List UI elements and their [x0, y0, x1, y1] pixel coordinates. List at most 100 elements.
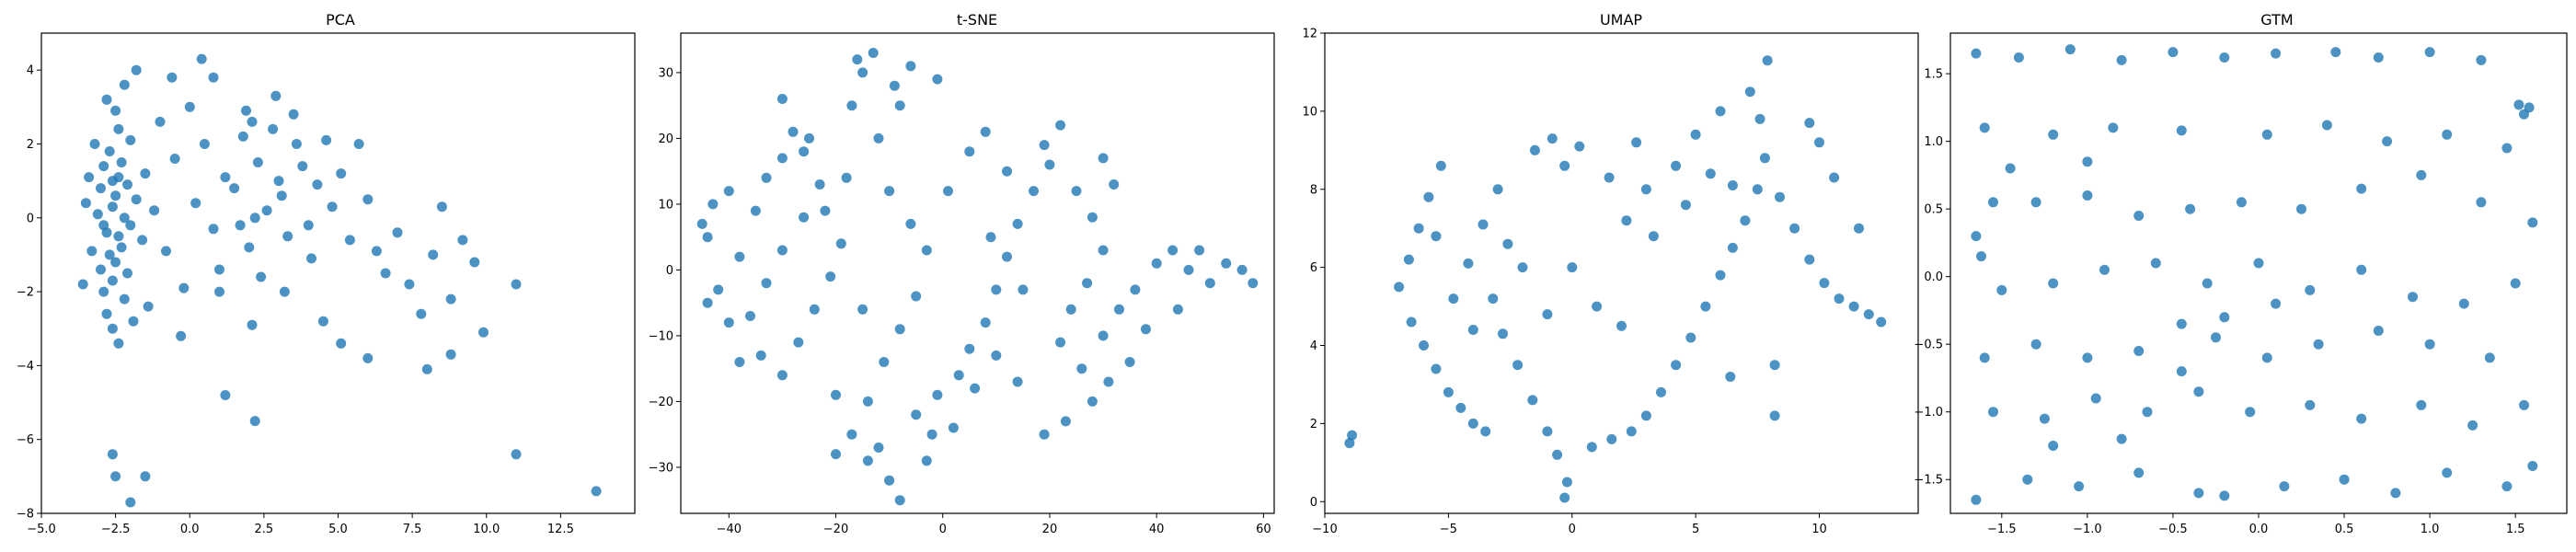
umap-point-18: [1502, 238, 1513, 249]
pca-x-tick-label-0: −5.0: [27, 523, 56, 536]
tsne-x-tick-label-3: 20: [1042, 523, 1058, 536]
umap-chart-title: UMAP: [1600, 11, 1642, 29]
pca-x-tick-label-2: 0.0: [180, 523, 200, 536]
umap-point-73: [1431, 231, 1442, 242]
tsne-point-81: [1060, 416, 1071, 427]
gtm-point-25: [2030, 197, 2041, 208]
pca-point-17: [119, 293, 130, 305]
umap-point-10: [1443, 386, 1454, 397]
tsne-point-88: [964, 146, 975, 157]
pca-point-15: [86, 246, 98, 257]
tsne-point-102: [932, 74, 943, 85]
pca-y-tick-label-6: 4: [27, 64, 34, 78]
gtm-point-15: [2108, 122, 2119, 133]
tsne-point-78: [1124, 357, 1135, 367]
tsne-point-42: [862, 455, 873, 466]
umap-point-8: [1419, 340, 1429, 351]
pca-point-0: [107, 201, 118, 213]
pca-y-tick-label-3: −2: [17, 286, 34, 300]
tsne-y-tick-label-3: 0: [666, 264, 673, 278]
tsne-point-35: [921, 245, 932, 256]
pca-point-36: [128, 316, 139, 327]
pca-point-26: [89, 139, 100, 149]
tsne-point-59: [1071, 186, 1082, 197]
tsne-point-17: [755, 350, 766, 361]
pca-point-93: [421, 363, 432, 374]
tsne-point-2: [723, 186, 734, 197]
tsne-point-46: [911, 409, 922, 420]
gtm-plot-frame: [1949, 32, 2568, 514]
tsne-point-69: [1151, 258, 1162, 269]
pca-point-79: [270, 90, 282, 101]
pca-x-tick-label-7: 12.5: [547, 523, 574, 536]
pca-point-108: [591, 486, 602, 497]
tsne-point-84: [991, 350, 1002, 361]
tsne-scatter-panel: t-SNE −40 −20 0 20 40 60 −30 −20 −10 0 10 20 30: [649, 11, 1275, 536]
gtm-point-39: [2202, 278, 2213, 289]
umap-point-59: [1690, 129, 1701, 140]
tsne-point-65: [1076, 363, 1087, 374]
pca-point-47: [143, 301, 154, 312]
pca-point-68: [249, 213, 260, 224]
tsne-y-tick-label-5: 20: [658, 132, 673, 146]
pca-point-53: [131, 64, 142, 75]
gtm-point-16: [2176, 125, 2187, 136]
gtm-point-21: [2501, 143, 2513, 154]
umap-point-62: [1621, 215, 1632, 226]
gtm-point-14: [2048, 129, 2059, 140]
tsne-points: [696, 48, 1259, 506]
tsne-point-90: [1002, 166, 1012, 177]
pca-point-84: [392, 227, 403, 238]
gtm-point-24: [1988, 197, 1998, 208]
tsne-point-75: [1248, 278, 1259, 289]
pca-point-5: [119, 213, 130, 224]
pca-y-tick-label-4: 0: [27, 212, 34, 225]
gtm-point-30: [2296, 203, 2306, 214]
gtm-point-87: [2513, 99, 2524, 110]
gtm-point-42: [2356, 264, 2367, 275]
tsne-point-97: [831, 389, 841, 400]
umap-point-51: [1819, 278, 1830, 289]
umap-point-60: [1671, 160, 1682, 171]
pca-point-90: [457, 235, 468, 246]
pca-point-91: [469, 257, 480, 268]
gtm-point-86: [2082, 156, 2093, 167]
tsne-point-24: [841, 172, 852, 183]
tsne-point-22: [835, 238, 846, 249]
umap-point-29: [1567, 262, 1578, 273]
pca-x-tick-label-6: 10.0: [473, 523, 500, 536]
pca-point-69: [235, 220, 246, 231]
tsne-x-tick-label-5: 60: [1256, 523, 1271, 536]
tsne-point-32: [873, 132, 884, 144]
pca-x-tick-label-3: 2.5: [255, 523, 274, 536]
tsne-point-21: [825, 271, 836, 282]
pca-point-59: [252, 157, 263, 167]
gtm-x-tick-label-0: −1.5: [1987, 523, 2017, 536]
gtm-point-43: [2408, 292, 2418, 303]
umap-point-16: [1478, 219, 1489, 230]
tsne-point-54: [1012, 218, 1023, 229]
pca-point-64: [282, 231, 293, 242]
gtm-point-76: [2390, 488, 2401, 499]
gtm-point-69: [2022, 474, 2033, 485]
pca-point-28: [101, 94, 112, 105]
gtm-point-60: [2142, 407, 2153, 418]
umap-point-32: [1586, 442, 1597, 453]
umap-plot-frame: [1324, 32, 1919, 514]
gtm-point-66: [2467, 420, 2478, 431]
tsne-point-1: [707, 199, 719, 210]
pca-point-39: [113, 231, 124, 242]
umap-point-49: [1789, 223, 1800, 234]
tsne-point-98: [921, 455, 932, 466]
umap-point-6: [1435, 160, 1446, 171]
gtm-point-40: [2253, 258, 2264, 269]
tsne-plot-frame: [680, 32, 1275, 514]
tsne-point-55: [1029, 186, 1039, 197]
gtm-point-27: [2133, 211, 2145, 221]
gtm-point-52: [2261, 352, 2272, 363]
umap-point-63: [1604, 172, 1615, 183]
pca-point-14: [125, 220, 136, 231]
gtm-point-12: [2519, 109, 2529, 120]
tsne-y-tick-label-0: −30: [649, 461, 673, 475]
gtm-point-23: [1976, 251, 1986, 262]
